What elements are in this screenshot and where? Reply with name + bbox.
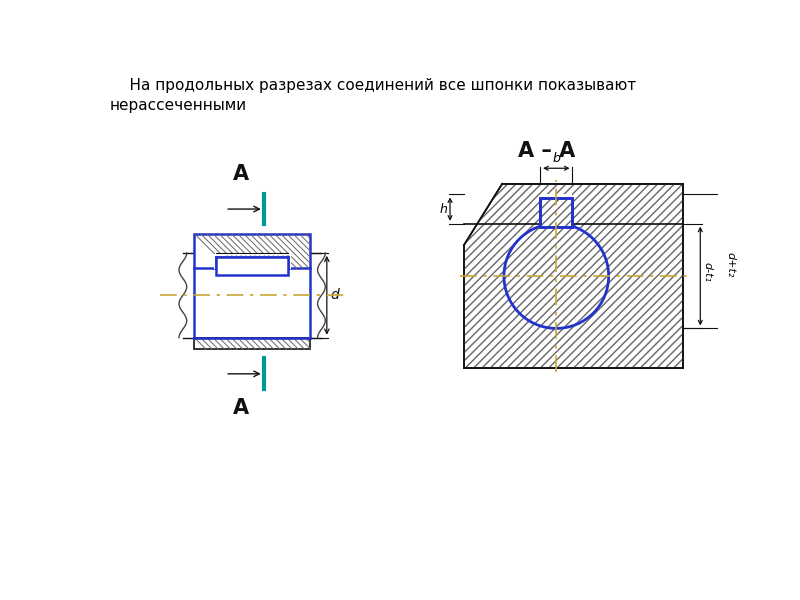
Bar	[540, 194, 573, 227]
Text: A: A	[233, 398, 249, 418]
Bar	[194, 233, 310, 268]
Text: На продольных разрезах соединений все шпонки показывают
нерассеченными: На продольных разрезах соединений все шп…	[110, 78, 636, 113]
Polygon shape	[464, 184, 683, 368]
Text: b: b	[552, 152, 560, 165]
Text: A: A	[233, 164, 249, 184]
Text: A – A: A – A	[518, 141, 575, 161]
Bar	[214, 254, 290, 269]
Bar	[540, 197, 573, 227]
Bar	[540, 197, 573, 227]
Text: d+t₂: d+t₂	[726, 252, 736, 277]
Circle shape	[504, 224, 609, 328]
Bar	[216, 253, 288, 259]
Text: h: h	[439, 203, 447, 215]
Bar	[216, 257, 288, 275]
Bar	[540, 197, 573, 227]
Bar	[194, 338, 310, 349]
Text: d: d	[330, 289, 339, 302]
Text: d-t₁: d-t₁	[702, 262, 713, 282]
